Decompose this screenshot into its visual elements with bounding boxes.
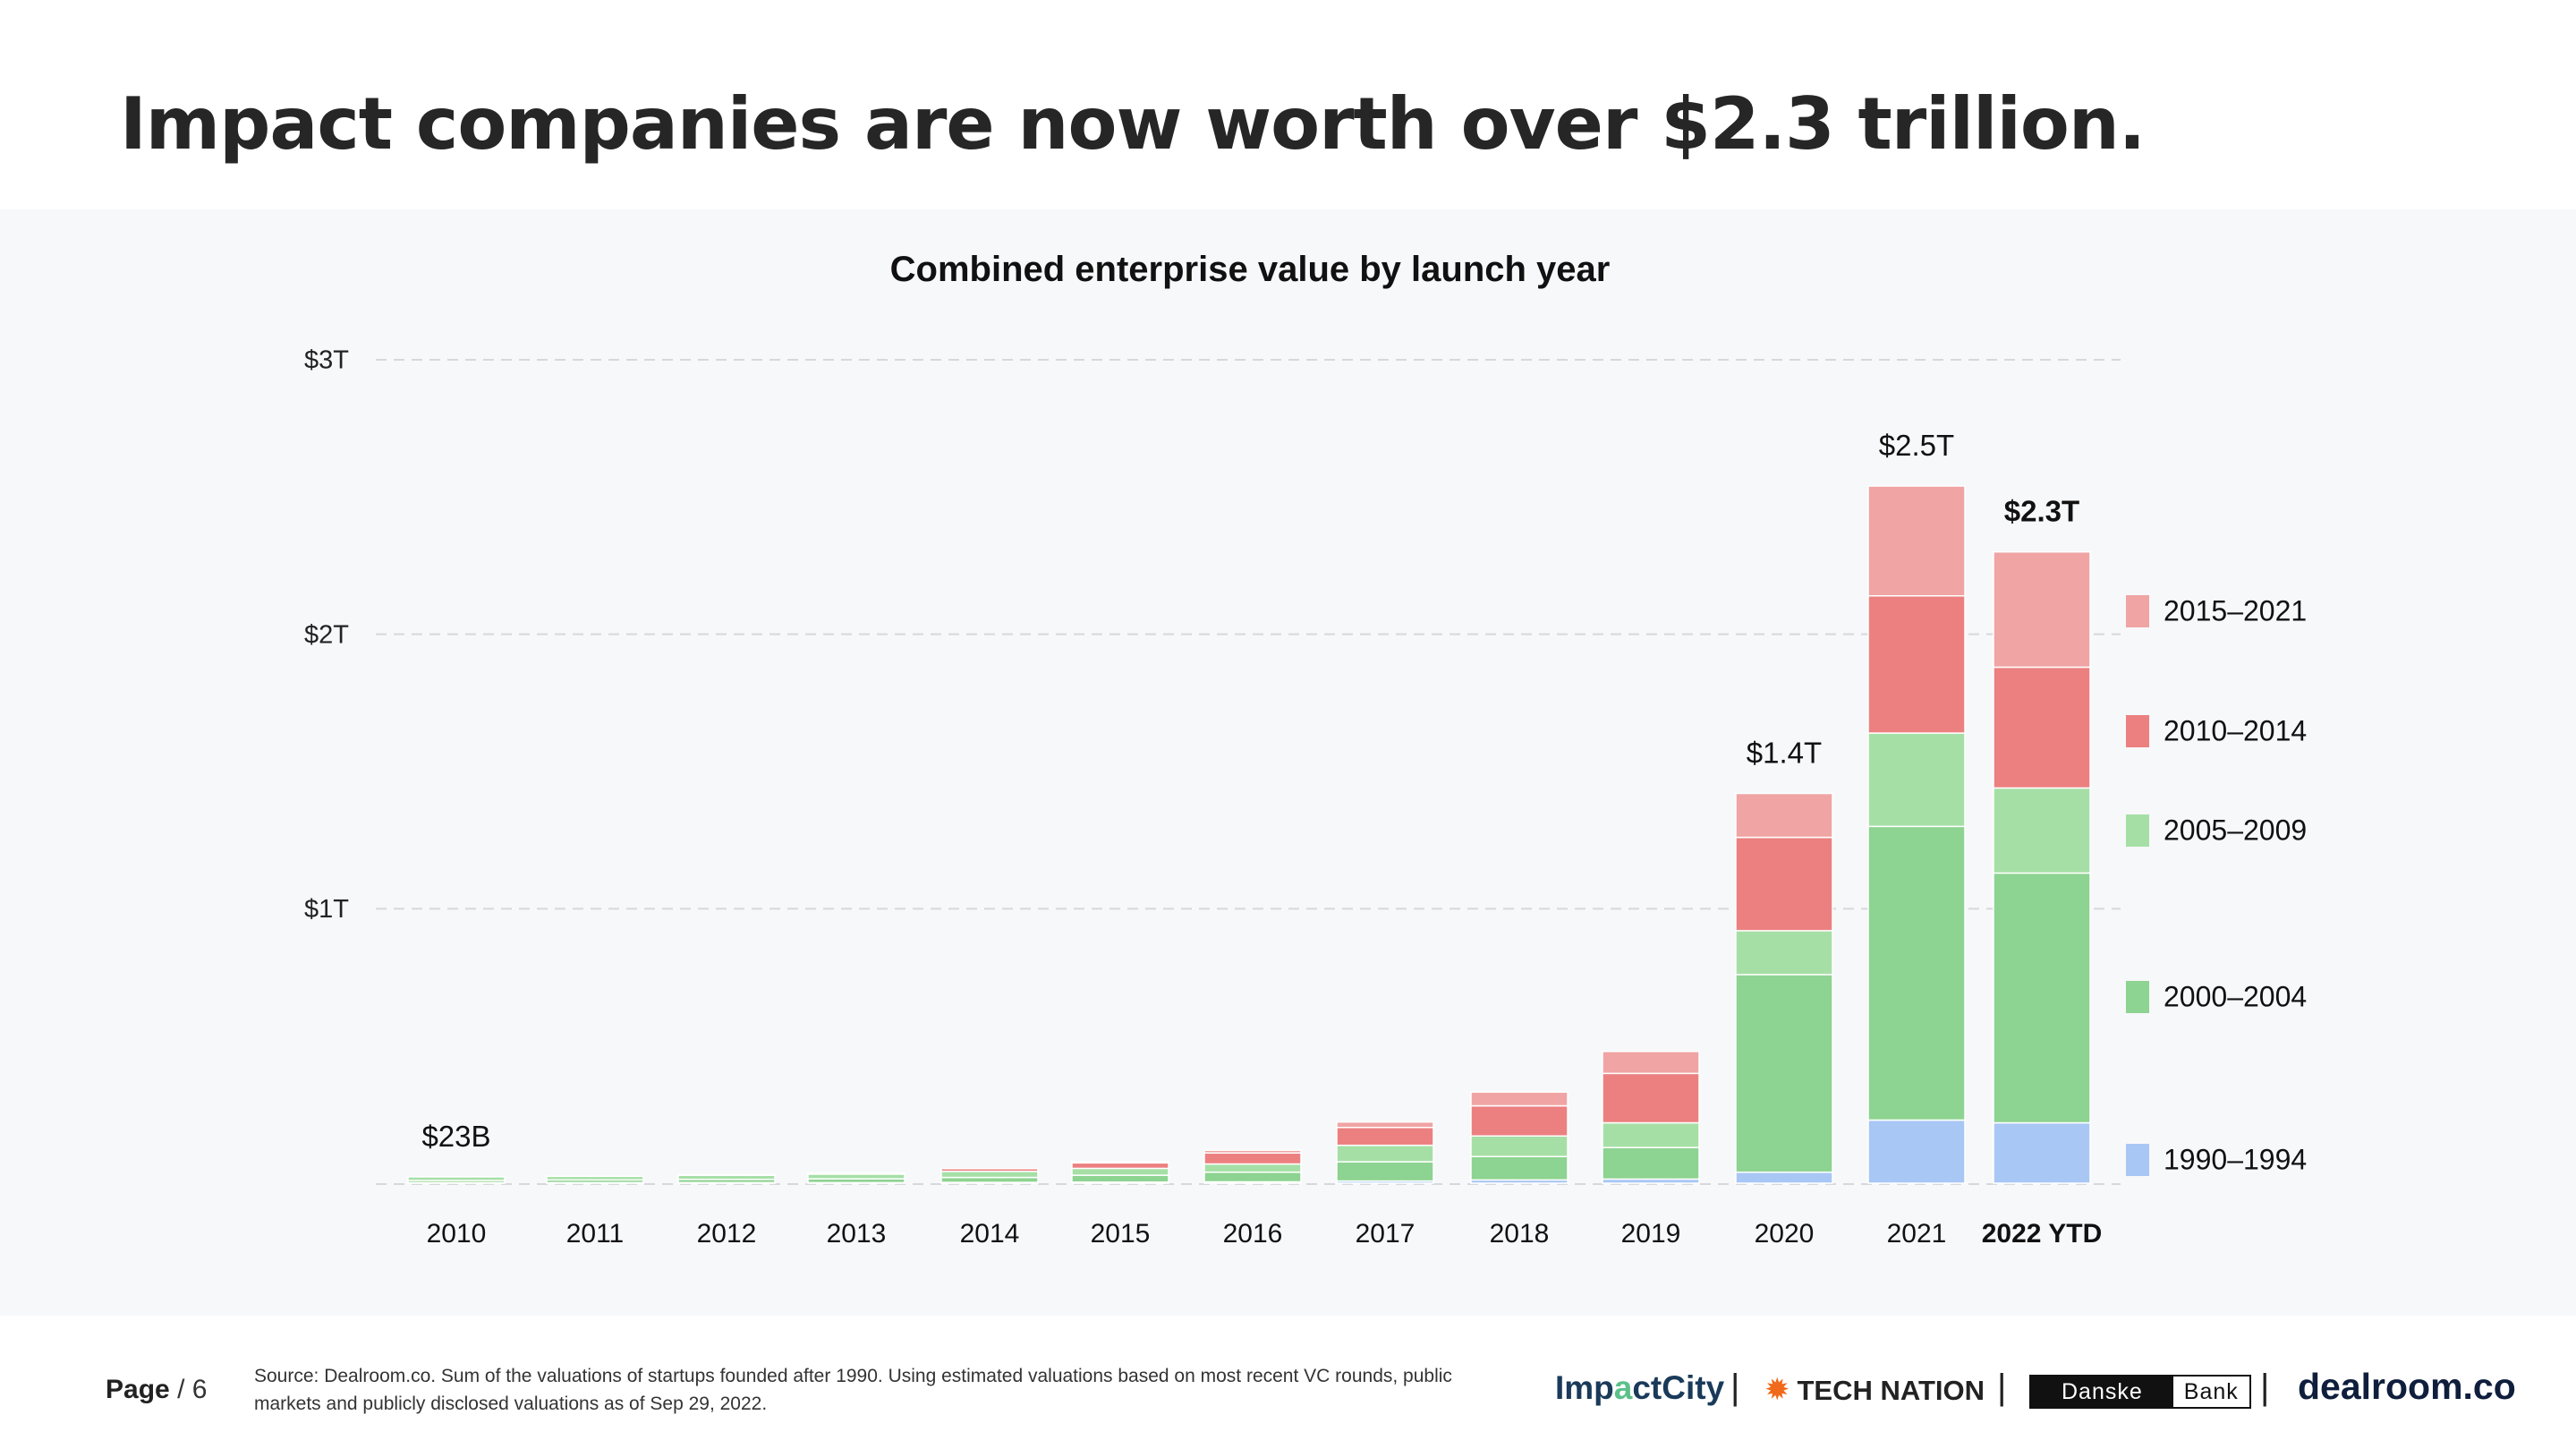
legend-swatch: [2126, 1144, 2149, 1176]
bar-segment: [546, 1175, 644, 1181]
bar-segment: [1602, 1051, 1700, 1075]
bar-segment: [1336, 1126, 1434, 1146]
logo-separator-3: |: [2260, 1368, 2270, 1407]
bar-segment: [1203, 1171, 1302, 1183]
bar-segment: [807, 1172, 905, 1175]
x-tick-label: 2022 YTD: [1982, 1219, 2103, 1249]
logo-separator-2: |: [1997, 1368, 2007, 1407]
x-tick-label: 2016: [1223, 1219, 1283, 1249]
bar-segment: [1203, 1149, 1302, 1155]
x-tick-label: 2010: [427, 1219, 487, 1249]
bar-segment: [1470, 1091, 1569, 1107]
danske-bank-logo: Danske Bank: [2029, 1375, 2251, 1409]
bar-segment: [1993, 787, 2091, 874]
legend-label: 2015–2021: [2164, 594, 2307, 626]
bar-segment: [1867, 732, 1966, 828]
bar-segment: [1867, 594, 1966, 734]
bar-segment: [1602, 1121, 1700, 1148]
sun-burst-icon: ✹: [1764, 1373, 1790, 1407]
x-tick-label: 2020: [1755, 1219, 1815, 1249]
bar-segment: [940, 1176, 1039, 1183]
x-tick-label: 2012: [697, 1219, 757, 1249]
page-title: Impact companies are now worth over $2.3…: [120, 82, 2146, 166]
bar-segment: [1071, 1161, 1169, 1164]
total-value-label: $2.5T: [1879, 429, 1954, 462]
bar-segment: [1602, 1146, 1700, 1181]
page-number: / 6: [177, 1375, 208, 1404]
bar-segment: [1735, 930, 1833, 976]
stacked-bar-chart: Combined enterprise value by launch year…: [304, 250, 2307, 1249]
bar-segment: [1336, 1144, 1434, 1163]
legend-swatch: [2126, 595, 2149, 627]
bar-segment: [807, 1173, 905, 1180]
dealroom-logo: dealroom.co: [2298, 1366, 2516, 1407]
technation-logo-text: TECH NATION: [1797, 1375, 1985, 1406]
x-tick-label: 2015: [1091, 1219, 1151, 1249]
bar-segment: [1336, 1121, 1434, 1129]
bar-segment: [1602, 1072, 1700, 1124]
legend-swatch: [2126, 814, 2149, 847]
bar-segment: [1735, 792, 1833, 839]
page-label: Page: [106, 1375, 170, 1404]
impactcity-logo-text-2: a: [1613, 1369, 1633, 1406]
total-value-label: $1.4T: [1747, 737, 1822, 770]
legend-label: 2000–2004: [2164, 980, 2307, 1012]
total-value-label: $2.3T: [2004, 495, 2079, 528]
bar-segment: [1735, 836, 1833, 932]
x-tick-label: 2018: [1490, 1219, 1550, 1249]
x-tick-label: 2021: [1887, 1219, 1947, 1249]
danske-logo-text-2: Bank: [2172, 1377, 2249, 1407]
bar-segment: [1470, 1135, 1569, 1158]
bar-segment: [1993, 1121, 2091, 1184]
x-tick-label: 2014: [960, 1219, 1020, 1249]
bar-segment: [1735, 1171, 1833, 1184]
bar-segment: [1470, 1104, 1569, 1138]
total-value-label: $23B: [421, 1120, 490, 1153]
bar-segment: [1336, 1161, 1434, 1182]
y-tick-label: $1T: [304, 895, 349, 924]
bar-segment: [1735, 974, 1833, 1173]
x-tick-label: 2017: [1356, 1219, 1416, 1249]
legend-label: 2010–2014: [2164, 714, 2307, 746]
bar-segment: [1867, 485, 1966, 597]
bar-segment: [1470, 1155, 1569, 1181]
source-note: Source: Dealroom.co. Sum of the valuatio…: [254, 1366, 1452, 1414]
y-tick-label: $3T: [304, 346, 349, 375]
impactcity-logo: ImpactCity: [1555, 1369, 1724, 1407]
legend-label: 2005–2009: [2164, 814, 2307, 846]
bar-segment: [1867, 825, 1966, 1121]
legend-swatch: [2126, 981, 2149, 1013]
impactcity-logo-text-3: ctCity: [1632, 1369, 1725, 1406]
bar-segment: [1071, 1174, 1169, 1183]
x-tick-label: 2011: [566, 1219, 625, 1249]
bar-segment: [1071, 1167, 1169, 1176]
x-tick-label: 2019: [1621, 1219, 1681, 1249]
bar-segment: [1203, 1163, 1302, 1173]
bar-segment: [940, 1167, 1039, 1172]
bar-segment: [1203, 1152, 1302, 1165]
bar-segment: [1867, 1119, 1966, 1184]
bar-segment: [1071, 1162, 1169, 1170]
bar-segment: [940, 1171, 1039, 1179]
chart-panel: Combined enterprise value by launch year…: [0, 209, 2576, 1316]
danske-logo-text-1: Danske: [2031, 1377, 2173, 1407]
impactcity-logo-text-1: Imp: [1555, 1369, 1614, 1406]
bar-segment: [1993, 550, 2091, 669]
bar-segment: [1993, 666, 2091, 789]
legend-swatch: [2126, 715, 2149, 747]
y-tick-label: $2T: [304, 620, 349, 649]
page-indicator: Page / 6: [106, 1375, 207, 1405]
bar-segment: [677, 1173, 776, 1176]
legend-label: 1990–1994: [2164, 1143, 2307, 1175]
bar-segment: [407, 1176, 506, 1181]
chart-title: Combined enterprise value by launch year: [890, 250, 1611, 289]
technation-logo: ✹ TECH NATION: [1764, 1372, 1985, 1408]
logo-separator-1: |: [1730, 1368, 1740, 1407]
x-tick-label: 2013: [827, 1219, 887, 1249]
bar-segment: [1993, 872, 2091, 1124]
